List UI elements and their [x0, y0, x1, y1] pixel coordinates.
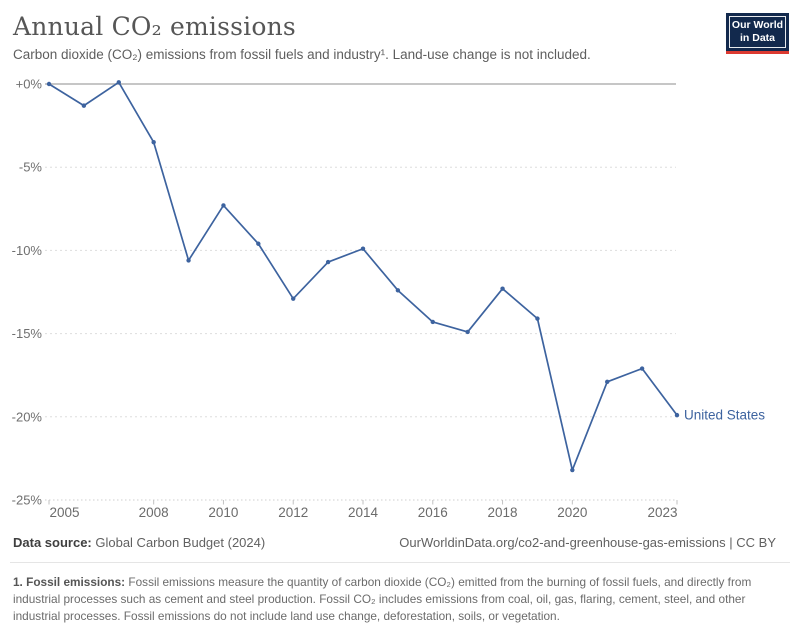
data-point[interactable]	[221, 203, 226, 208]
citation: OurWorldinData.org/co2-and-greenhouse-ga…	[399, 535, 776, 550]
data-point[interactable]	[325, 259, 331, 265]
x-axis-tick-label: 2012	[278, 505, 308, 520]
x-axis-tick-label: 2014	[348, 505, 379, 520]
footnote: 1. Fossil emissions: Fossil emissions me…	[13, 575, 752, 624]
y-axis-tick-label: -15%	[12, 326, 43, 341]
data-point[interactable]	[500, 286, 505, 291]
series-line	[48, 81, 678, 471]
data-point[interactable]	[395, 288, 401, 293]
y-axis-tick-label: -5%	[19, 160, 43, 175]
data-point[interactable]	[674, 412, 680, 418]
data-point[interactable]	[81, 103, 87, 108]
x-axis-tick-label: 2016	[418, 505, 448, 520]
x-axis-tick-label: 2018	[488, 505, 518, 520]
data-point[interactable]	[605, 379, 610, 385]
x-axis-tick-label: 2023	[647, 505, 677, 520]
data-point[interactable]	[430, 319, 435, 325]
owid-logo[interactable]: Our World in Data	[726, 13, 789, 54]
owid-logo-text: Our World in Data	[731, 19, 784, 44]
data-point[interactable]	[535, 316, 540, 321]
y-axis-tick-label: +0%	[16, 77, 43, 92]
data-source: Data source: Global Carbon Budget (2024)	[13, 535, 266, 550]
entity-label: United States	[684, 408, 765, 423]
source-row: Data source: Global Carbon Budget (2024)…	[13, 535, 776, 550]
data-point[interactable]	[256, 241, 261, 246]
footer-divider	[10, 562, 790, 563]
y-axis-tick-label: -10%	[12, 243, 43, 258]
chart-subtitle: Carbon dioxide (CO₂) emissions from foss…	[13, 47, 591, 62]
page-title: Annual CO₂ emissions	[13, 12, 296, 41]
data-point[interactable]	[291, 296, 296, 301]
x-axis-tick-label: 2010	[208, 505, 238, 520]
data-point[interactable]	[360, 246, 366, 251]
data-point[interactable]	[465, 329, 470, 335]
x-axis-tick-label: 2008	[139, 505, 169, 520]
data-point[interactable]	[116, 80, 121, 85]
data-point[interactable]	[46, 81, 52, 87]
data-point[interactable]	[570, 467, 575, 473]
y-axis-tick-label: -25%	[12, 493, 43, 508]
y-axis-tick-label: -20%	[12, 409, 43, 424]
emissions-line-chart[interactable]: +0% -5% -10% -15% -20% -25% 2005 2008 2010 2012 20…	[0, 70, 800, 530]
x-axis-tick-label: 2005	[50, 505, 80, 520]
data-point[interactable]	[639, 366, 645, 371]
data-point[interactable]	[186, 258, 191, 263]
x-axis-tick-label: 2020	[557, 505, 587, 520]
data-point[interactable]	[151, 140, 156, 145]
